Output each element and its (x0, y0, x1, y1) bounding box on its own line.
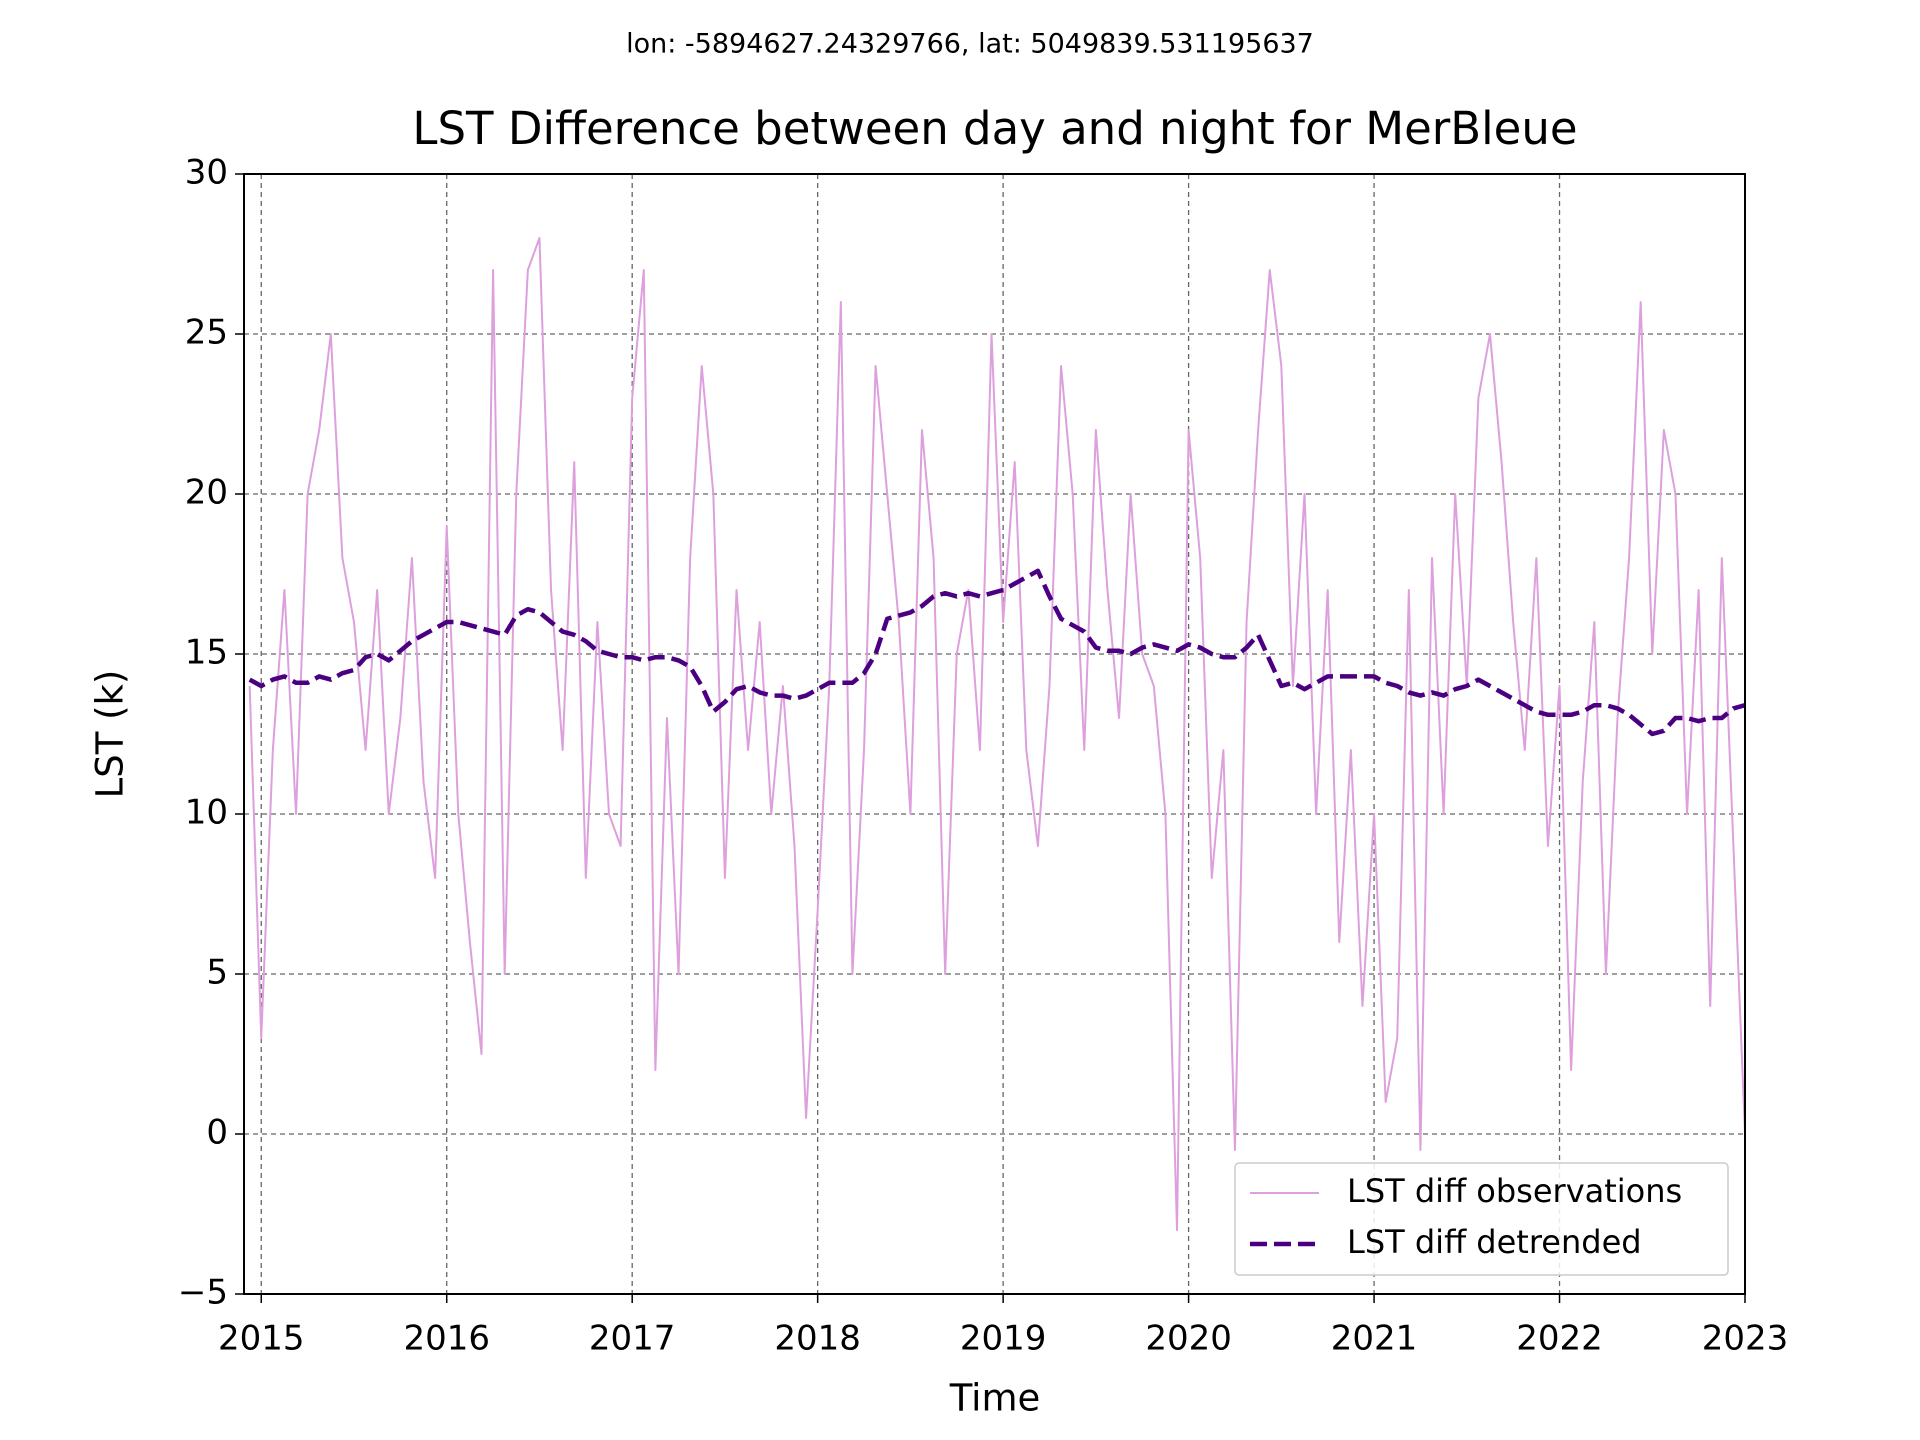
x-tick-label: 2019 (960, 1319, 1047, 1359)
plot-frame (243, 173, 1746, 1295)
y-axis-label: LST (k) (89, 670, 132, 799)
x-axis-label: Time (949, 1377, 1041, 1420)
x-tick-label: 2023 (1702, 1319, 1789, 1359)
y-tick-label: 15 (185, 633, 228, 673)
x-tick-label: 2021 (1331, 1319, 1418, 1359)
chart-subtitle: lon: -5894627.24329766, lat: 5049839.531… (626, 29, 1314, 60)
y-tick-label: 0 (206, 1113, 228, 1153)
y-tick-label: −5 (178, 1273, 228, 1313)
x-tick-label: 2017 (589, 1319, 676, 1359)
x-tick-label: 2018 (774, 1319, 861, 1359)
legend-label: LST diff detrended (1347, 1223, 1642, 1261)
x-tick-label: 2015 (218, 1319, 305, 1359)
x-tick-label: 2016 (403, 1319, 490, 1359)
x-tick-label: 2020 (1145, 1319, 1232, 1359)
x-tick-label: 2022 (1516, 1319, 1603, 1359)
y-tick-label: 10 (185, 793, 228, 833)
legend-box (1234, 1162, 1729, 1276)
y-tick-label: 25 (185, 313, 228, 353)
y-tick-label: 20 (185, 473, 228, 513)
y-tick-label: 5 (206, 953, 228, 993)
chart-title: LST Difference between day and night for… (412, 102, 1577, 155)
legend-label: LST diff observations (1347, 1172, 1682, 1210)
y-tick-label: 30 (185, 153, 228, 193)
series-line (248, 568, 1745, 737)
series-line (248, 237, 1745, 1231)
